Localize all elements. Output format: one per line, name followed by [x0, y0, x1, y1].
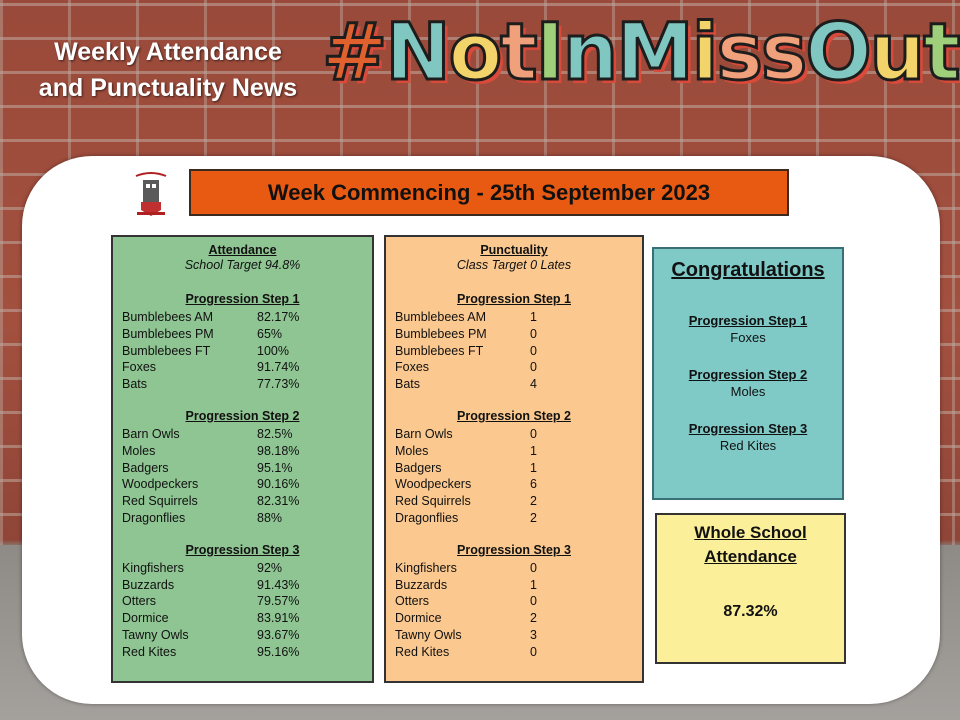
congrats-step-1-heading: Progression Step 1: [688, 313, 808, 328]
punctuality-step-1-heading: Progression Step 1: [457, 292, 571, 306]
congratulations-panel: Congratulations Progression Step 1 Foxes…: [652, 247, 844, 500]
attendance-title: Attendance: [208, 243, 277, 257]
list-item: Dormice 2: [395, 611, 537, 626]
list-item: Foxes 91.74%: [122, 360, 300, 375]
list-item: Tawny Owls 93.67%: [122, 627, 300, 642]
list-item: Bumblebees PM 0: [395, 326, 537, 341]
list-item: Barn Owls 82.5%: [122, 426, 293, 441]
list-item: Foxes 0: [395, 360, 537, 375]
attendance-step-1-heading: Progression Step 1: [185, 292, 300, 306]
attendance-step-2-list: Barn Owls 82.5% Moles 98.18% Badgers 95.1% …: [113, 426, 372, 527]
list-item: Bats 4: [395, 377, 537, 392]
congrats-step-3-winner: Red Kites: [719, 438, 777, 453]
attendance-step-3-list: Kingfishers 92% Buzzards 91.43% Otters 79.5…: [113, 560, 372, 661]
list-item: Badgers 1: [395, 460, 537, 475]
list-item: Moles 98.18%: [122, 443, 300, 458]
list-item: Buzzards 91.43%: [122, 577, 300, 592]
punctuality-target: Class Target 0 Lates: [456, 258, 572, 272]
list-item: Bumblebees AM 1: [395, 310, 537, 324]
list-item: Badgers 95.1%: [122, 460, 293, 475]
attendance-step-3-heading: Progression Step 3: [185, 542, 300, 557]
list-item: Kingfishers 92%: [122, 560, 283, 575]
hashtag-logo: #NotInMissOut: [320, 7, 960, 100]
list-item: Woodpeckers 6: [395, 477, 537, 492]
whole-school-title: Whole School Attendance: [694, 523, 807, 566]
page-title-line-1: Weekly Attendance: [54, 38, 282, 66]
punctuality-step-1-list: Bumblebees AM 1 Bumblebees PM 0 Bumblebees…: [386, 309, 642, 393]
list-item: Moles 1: [395, 443, 537, 458]
attendance-step-1-list: Bumblebees AM 82.17% Bumblebees PM 65% Bum…: [113, 309, 372, 393]
congratulations-title: Congratulations: [671, 259, 825, 281]
whole-school-attendance-panel: Whole School Attendance 87.32%: [655, 513, 846, 664]
list-item: Bats 77.73%: [122, 377, 300, 392]
list-item: Red Squirrels 82.31%: [122, 494, 300, 509]
list-item: Dragonflies 2: [395, 510, 537, 525]
congrats-step-2-heading: Progression Step 2: [688, 367, 808, 382]
punctuality-step-2-list: Barn Owls 0 Moles 1 Badgers 1 Woodpeckers 6 …: [386, 426, 642, 527]
list-item: Barn Owls 0: [395, 426, 537, 441]
punctuality-step-2-heading: Progression Step 2: [457, 408, 571, 423]
whole-school-value: 87.32%: [723, 603, 778, 620]
list-item: Kingfishers 0: [395, 560, 537, 575]
list-item: Red Squirrels 2: [395, 494, 537, 509]
congrats-step-2-winner: Moles: [730, 384, 766, 399]
list-item: Woodpeckers 90.16%: [122, 477, 300, 492]
page-title: Weekly Attendance and Punctuality News: [18, 34, 318, 106]
list-item: Red Kites 0: [395, 644, 537, 659]
punctuality-title: Punctuality: [480, 243, 548, 257]
list-item: Red Kites 95.16%: [122, 644, 300, 659]
list-item: Dragonflies 88%: [122, 510, 283, 525]
attendance-target: School Target 94.8%: [184, 258, 301, 272]
week-commencing-banner: Week Commencing - 25th September 2023: [189, 169, 789, 216]
list-item: Bumblebees AM 82.17%: [122, 310, 300, 324]
list-item: Tawny Owls 3: [395, 627, 537, 642]
punctuality-step-3-list: Kingfishers 0 Buzzards 1 Otters 0 Dormice 2 …: [386, 560, 642, 661]
punctuality-step-3-heading: Progression Step 3: [457, 542, 571, 557]
page-title-line-2: and Punctuality News: [38, 74, 298, 102]
list-item: Bumblebees FT 0: [395, 343, 537, 358]
list-item: Bumblebees FT 100%: [122, 343, 289, 358]
congrats-step-3-heading: Progression Step 3: [688, 421, 808, 436]
attendance-step-2-heading: Progression Step 2: [185, 408, 300, 423]
attendance-panel: Attendance School Target 94.8% Progressi…: [111, 235, 374, 683]
list-item: Buzzards 1: [395, 577, 537, 592]
list-item: Dormice 83.91%: [122, 611, 300, 626]
list-item: Bumblebees PM 65%: [122, 326, 283, 341]
list-item: Otters 0: [395, 594, 537, 609]
congrats-step-1-winner: Foxes: [730, 330, 766, 345]
punctuality-panel: Punctuality Class Target 0 Lates Progres…: [384, 235, 644, 683]
list-item: Otters 79.57%: [122, 594, 300, 609]
school-crest-icon: [135, 172, 167, 216]
